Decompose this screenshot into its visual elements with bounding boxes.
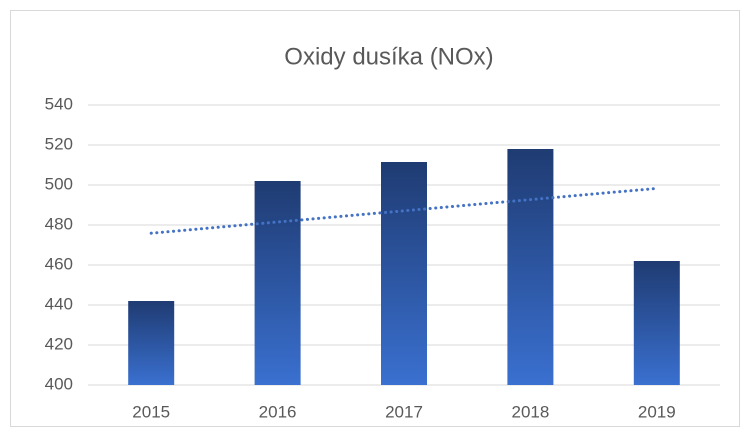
y-tick-label: 500 xyxy=(45,174,73,193)
x-tick-label: 2017 xyxy=(385,402,423,421)
x-tick-label: 2018 xyxy=(511,402,549,421)
trendline xyxy=(149,186,659,235)
bar xyxy=(381,162,427,385)
x-tick-label: 2019 xyxy=(638,402,676,421)
bar xyxy=(633,261,680,385)
y-tick-label: 480 xyxy=(45,214,73,233)
x-tick-label: 2015 xyxy=(132,402,170,421)
x-tick-label: 2016 xyxy=(259,402,297,421)
chart-title: Oxidy dusíka (NOx) xyxy=(284,43,493,70)
bar xyxy=(254,181,301,385)
y-tick-label: 460 xyxy=(45,254,73,273)
bar xyxy=(128,301,175,385)
y-tick-label: 400 xyxy=(45,374,73,393)
y-tick-label: 540 xyxy=(45,94,73,113)
y-tick-label: 440 xyxy=(45,294,73,313)
chart-border xyxy=(10,10,740,427)
y-tick-label: 520 xyxy=(45,134,73,153)
bar xyxy=(507,149,554,385)
y-tick-label: 420 xyxy=(45,334,73,353)
